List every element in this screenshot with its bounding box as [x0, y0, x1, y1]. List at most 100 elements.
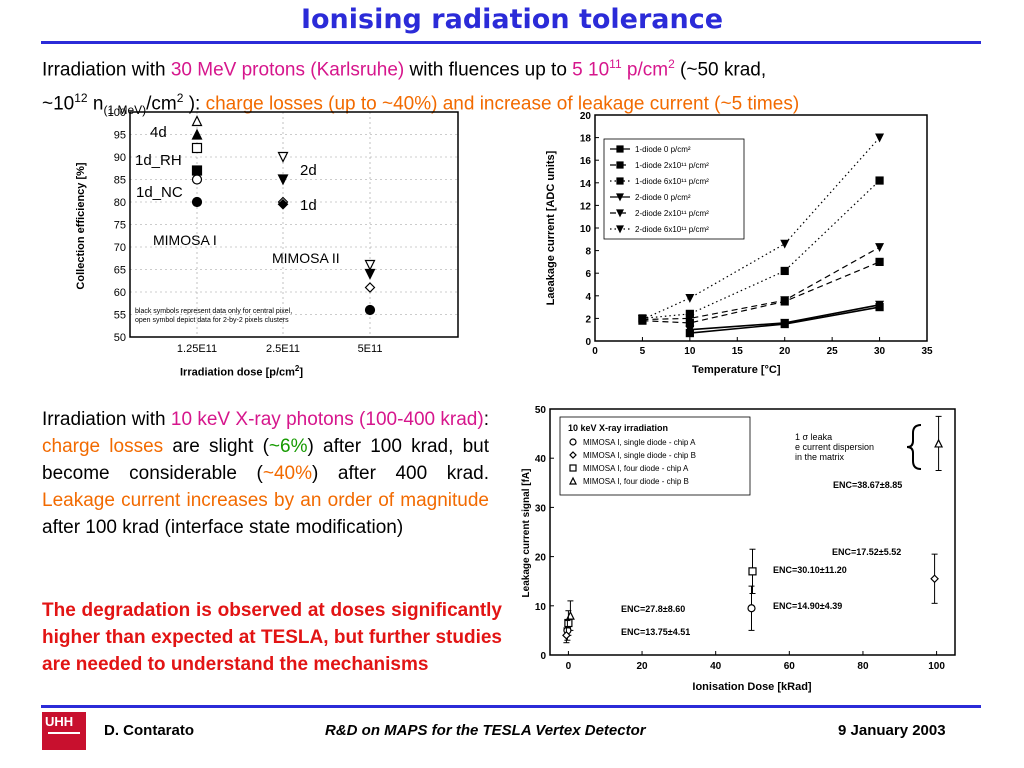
- footer-divider: [41, 705, 981, 708]
- chart1-point: [277, 174, 289, 186]
- chart1-ytick-label: 75: [114, 220, 126, 232]
- conclusion-text: The degradation is observed at doses sig…: [42, 600, 502, 675]
- label-2d: 2d: [300, 162, 317, 179]
- chart3-xtick-label: 60: [784, 661, 796, 672]
- xray-text-6: after 100 krad (interface state modifica…: [42, 517, 404, 538]
- xray-paragraph: Irradiation with 10 keV X-ray photons (1…: [42, 406, 489, 541]
- chart1-xtick-label: 5E11: [358, 343, 383, 355]
- chart3-ytick-label: 0: [540, 651, 546, 662]
- chart2-point: [637, 315, 647, 325]
- charge-loss-large: ~40%: [262, 463, 312, 484]
- chart2-ytick-label: 18: [580, 134, 592, 145]
- chart3-legend-marker: [569, 451, 577, 459]
- xray-text-4: ) after 100 krad, but become considerabl…: [42, 436, 489, 484]
- chart3-legend-label: MIMOSA I, single diode - chip A: [583, 438, 696, 447]
- intro-text-1: Irradiation with: [42, 59, 171, 81]
- chart3-ylabel: Leakage current signal [fA]: [521, 469, 532, 598]
- dispersion-brace: [906, 424, 922, 470]
- chart2-ytick-label: 4: [585, 292, 591, 303]
- chart3-enc-label: ENC=27.8±8.60: [621, 604, 685, 614]
- chart3-point: [747, 604, 756, 613]
- chart3-point: [934, 438, 944, 448]
- logo-text: UHH: [45, 714, 74, 729]
- label-1d-rh: 1d_RH: [135, 152, 182, 169]
- chart3-annotation-line3: in the matrix: [795, 452, 845, 462]
- chart1-point: [364, 259, 376, 271]
- chart2-xtick-label: 15: [732, 346, 744, 357]
- intro-text: Irradiation with 30 MeV protons (Karlsru…: [42, 50, 982, 124]
- intro-text-7: ):: [183, 93, 206, 115]
- chart1-point: [277, 151, 289, 163]
- chart1-note-line1: black symbols represent data only for ce…: [135, 308, 292, 315]
- proton-result: charge losses (up to ~40%) and increase …: [205, 93, 800, 115]
- chart3-point: [562, 630, 571, 640]
- chart3-legend-marker: [569, 476, 577, 485]
- chart2-point: [685, 325, 695, 335]
- chart2-ytick-label: 6: [585, 269, 591, 280]
- chart3-enc-label: ENC=14.90±4.39: [773, 601, 842, 611]
- chart1-xlabel-sup: 2: [294, 364, 300, 373]
- chart1-ytick-label: 80: [114, 197, 126, 209]
- chart1-point: [191, 165, 203, 176]
- chart3-annotation-line2: e current dispersion: [795, 442, 874, 452]
- chart1-ytick-label: 85: [114, 175, 126, 187]
- neq-exponent: 12: [74, 91, 88, 106]
- chart1-ytick-label: 90: [114, 152, 126, 164]
- neq-subscript: (1 MeV): [103, 103, 147, 118]
- chart3-xtick-label: 0: [566, 661, 572, 672]
- xray-text-1: Irradiation with: [42, 409, 171, 430]
- chart1-point: [191, 115, 203, 127]
- fluence-exponent: 11: [609, 57, 622, 71]
- chart2-legend-marker: [616, 225, 624, 234]
- chart1-point: [364, 304, 376, 316]
- chart1-ytick-label: 70: [114, 242, 126, 254]
- chart2-point: [875, 243, 885, 253]
- label-mimosa-1: MIMOSA I: [153, 232, 217, 248]
- chart3-legend-marker: [569, 438, 577, 446]
- chart2-point: [780, 296, 790, 306]
- xray-text-2: :: [483, 409, 489, 430]
- chart2-legend-marker: [616, 193, 624, 202]
- chart1-frame: [129, 111, 459, 338]
- chart1-point: [191, 128, 203, 140]
- chart2-legend-marker: [616, 209, 624, 218]
- chart2-legend-label: 1-diode 0 p/cm²: [635, 145, 691, 154]
- chart1-ytick-label: 95: [114, 130, 126, 142]
- chart1-xlabel-end: ]: [299, 366, 304, 379]
- chart1-ytick-label: 50: [114, 332, 126, 344]
- leakage-increase: Leakage current increases by an order of…: [42, 490, 489, 511]
- chart2-xtick-label: 30: [874, 346, 886, 357]
- chart2-point: [780, 318, 790, 328]
- chart2-point: [780, 239, 790, 249]
- chart2-legend-label: 1-diode 6x10¹¹ p/cm²: [635, 177, 709, 186]
- charge-losses: charge losses: [42, 436, 164, 457]
- chart2-series-line: [642, 261, 880, 324]
- intro-text-4: ~10: [42, 93, 75, 115]
- neq-unit-exponent: 2: [176, 91, 184, 106]
- chart2-ytick-label: 0: [585, 337, 591, 348]
- chart3-enc-label: ENC=30.10±11.20: [773, 565, 847, 575]
- chart1-point: [191, 196, 203, 208]
- chart2-point: [875, 257, 884, 266]
- intro-text-6: /cm: [146, 93, 177, 115]
- proton-source: 30 MeV protons (Karlsruhe): [170, 59, 405, 81]
- fluence-unit-exponent: 2: [668, 57, 675, 71]
- charge-loss-small: ~6%: [268, 436, 308, 457]
- chart2-legend-label: 1-diode 2x10¹¹ p/cm²: [635, 161, 709, 170]
- chart3-ytick-label: 30: [535, 503, 547, 514]
- xray-text-3: are slight (: [163, 436, 269, 457]
- chart1-ytick-label: 65: [114, 265, 126, 277]
- chart3-xtick-label: 20: [636, 661, 648, 672]
- chart1-point: [191, 142, 203, 154]
- intro-text-5: n: [87, 93, 104, 115]
- chart2-point: [875, 133, 885, 143]
- chart1-ytick-label: 55: [114, 310, 126, 322]
- chart2-legend-marker: [616, 161, 624, 169]
- label-1d-nc: 1d_NC: [136, 184, 183, 201]
- collection-efficiency-svg: 100 95 90 85 80 75 70 65 60 55 50 1.25E11 2.5E11 5E1…: [75, 107, 459, 355]
- chart3-xlabel: Ionisation Dose [kRad]: [692, 681, 812, 693]
- chart3-point: [748, 567, 757, 576]
- chart1-xtick-label: 2.5E11: [266, 343, 300, 355]
- chart2-point: [685, 293, 695, 303]
- fluence-unit: p/cm: [621, 59, 669, 81]
